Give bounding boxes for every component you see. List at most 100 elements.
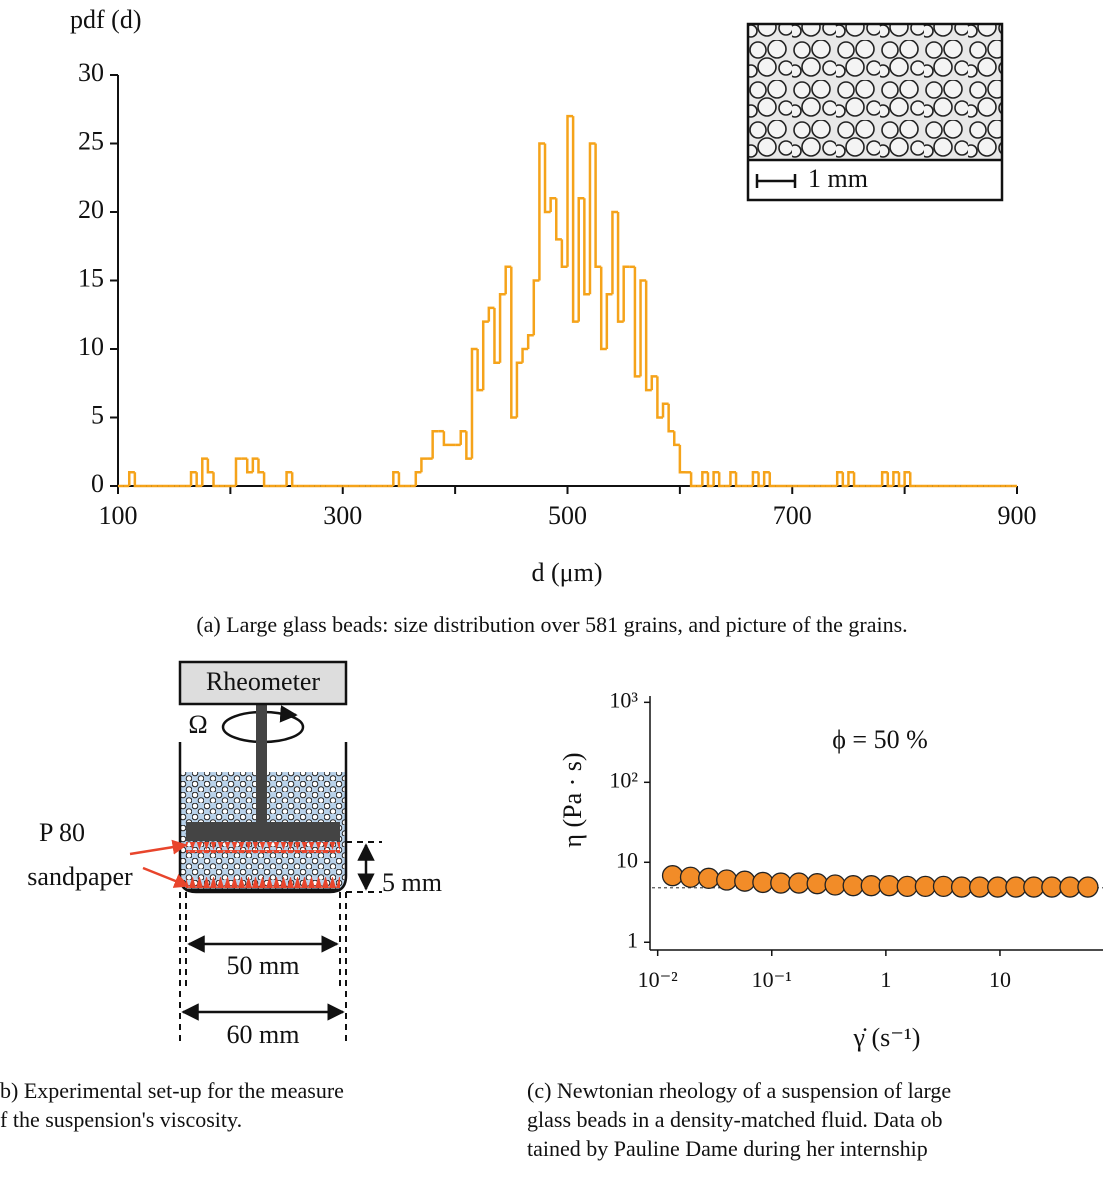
inset: 1 mm: [746, 22, 1004, 202]
caption-b: f the suspension's viscosity.: [0, 1107, 242, 1132]
histogram-step: [880, 471, 888, 486]
data-point: [914, 875, 937, 898]
data-point: [661, 865, 684, 887]
histogram-step: [498, 292, 506, 363]
histogram-step: [392, 471, 399, 486]
y-tick-label: 0: [91, 469, 104, 498]
data-point: [788, 872, 810, 894]
histogram-step: [189, 471, 197, 486]
histogram-step: [757, 472, 765, 488]
histogram-step: [689, 472, 697, 488]
histogram-step: [549, 197, 557, 212]
histogram-step: [661, 402, 669, 418]
grain-picture: [748, 24, 1002, 160]
x-tick-label: 1: [880, 967, 891, 992]
y-axis-label: η (Pa · s): [558, 752, 587, 847]
data-point: [878, 875, 900, 897]
caption-c: glass beads in a density-matched fluid. …: [527, 1107, 942, 1132]
y-tick-label: 10²: [609, 767, 638, 792]
histogram-step: [510, 266, 517, 419]
histogram-step: [543, 143, 551, 214]
histogram-step: [611, 210, 619, 295]
x-axis-label: γ̇ (s⁻¹): [853, 1023, 921, 1052]
histogram-step: [201, 457, 208, 486]
caption-c: (c) Newtonian rheology of a suspension o…: [527, 1078, 951, 1103]
histogram-step: [594, 143, 602, 269]
histogram-step: [481, 320, 489, 391]
histogram-step: [701, 471, 708, 486]
histogram-step: [717, 472, 725, 488]
data-point: [752, 871, 774, 894]
histogram-step: [583, 198, 590, 296]
data-point: [950, 876, 973, 898]
data-point: [1059, 876, 1081, 898]
data-point: [698, 867, 720, 889]
histogram-step: [476, 349, 484, 392]
histogram-step: [644, 280, 652, 392]
histogram-step: [285, 471, 293, 486]
histogram-step: [206, 458, 214, 474]
histogram-step: [622, 265, 630, 322]
pointer-arrow: [142, 866, 190, 888]
histogram-step: [493, 307, 501, 364]
data-point: [734, 870, 756, 892]
outer-width-label: 60 mm: [227, 1020, 300, 1049]
y-axis-label: pdf (d): [70, 5, 141, 34]
caption-a: (a) Large glass beads: size distribution…: [196, 612, 907, 637]
histogram-step: [257, 458, 265, 474]
omega-label: Ω: [188, 710, 207, 739]
data-point: [842, 875, 864, 897]
data-point: [770, 872, 792, 894]
inner-width-label: 50 mm: [227, 951, 300, 980]
data-point: [932, 875, 955, 898]
histogram-step: [892, 471, 900, 486]
data-point: [824, 874, 846, 896]
histogram-step: [251, 457, 259, 473]
histogram-step: [195, 472, 203, 488]
histogram-step: [515, 361, 523, 418]
histogram-step: [673, 431, 680, 447]
histogram-step: [532, 279, 540, 336]
histogram-step: [212, 472, 220, 488]
data-point: [716, 869, 738, 891]
panel-a: pdf (d) d (μm) 1 mm 0 5 10 15 20 25 30 100 300 50…: [70, 5, 1037, 587]
histogram-step: [588, 142, 596, 295]
caption-c: tained by Pauline Dame during her intern…: [527, 1136, 928, 1161]
histogram-step: [768, 472, 776, 488]
data-point: [896, 875, 918, 898]
inset-frame: [746, 22, 1004, 202]
x-tick-label: 10: [989, 967, 1011, 992]
histogram-step: [762, 471, 770, 486]
sandpaper-label: sandpaper: [27, 862, 133, 891]
data-point: [860, 875, 882, 897]
y-tick-label: 10: [78, 332, 104, 361]
y-tick-label: 15: [78, 263, 104, 292]
rotation-arrow: [279, 705, 298, 723]
sandpaper-grade: P 80: [39, 818, 85, 847]
x-tick-label: 100: [99, 501, 138, 530]
histogram-step: [841, 472, 849, 488]
histogram-step: [706, 472, 714, 488]
histogram-step: [835, 471, 843, 486]
histogram-step: [420, 457, 428, 473]
gap-label: 5 mm: [382, 868, 442, 897]
histogram-step: [639, 279, 647, 377]
histogram-step: [414, 471, 422, 486]
histogram-step: [729, 471, 737, 486]
shaft: [256, 704, 267, 826]
histogram-step: [127, 471, 135, 486]
x-tick-label: 500: [548, 501, 587, 530]
x-tick-label: 300: [323, 501, 362, 530]
top-plate: [186, 822, 340, 841]
histogram-step: [751, 471, 759, 486]
y-tick-label: 10³: [609, 687, 638, 712]
histogram-step: [599, 266, 607, 351]
panel-c: η (Pa · s) γ̇ (s⁻¹) ϕ = 50 % 1 10 10² 10³ 10…: [558, 687, 1103, 1052]
histogram-step: [852, 472, 860, 488]
data-point: [969, 876, 991, 898]
histogram-step: [560, 239, 568, 269]
caption-b: b) Experimental set-up for the measure: [0, 1078, 344, 1103]
histogram-step: [712, 471, 720, 486]
x-axis-label: d (μm): [532, 558, 603, 587]
histogram-step: [397, 472, 405, 488]
